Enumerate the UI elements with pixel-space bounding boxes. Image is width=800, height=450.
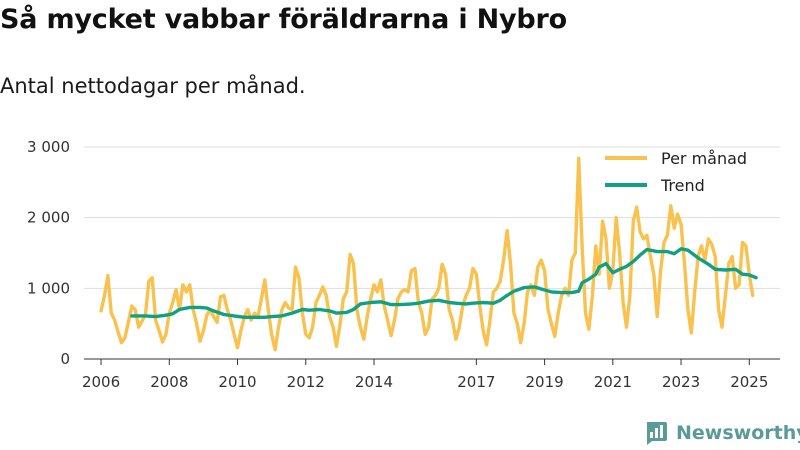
series-lines [99,156,758,352]
legend: Per månad Trend [605,149,747,195]
x-tick-label: 2021 [594,373,632,391]
chart-subtitle: Antal nettodagar per månad. [0,74,306,98]
x-tick-label: 2010 [218,373,256,391]
y-tick-label: 2 000 [27,209,70,227]
grid-lines [84,146,780,360]
x-axis: 2006 2008 2010 2012 2014 2017 2019 2021 2023 2025 [82,359,768,391]
newsworthy-logo: Newsworthy [644,420,800,446]
y-tick-label: 3 000 [27,138,70,156]
y-tick-label: 1 000 [27,279,70,297]
chart-title: Så mycket vabbar föräldrarna i Nybro [0,4,568,35]
y-tick-label: 0 [60,350,70,368]
legend-label: Per månad [661,149,747,168]
x-tick-label: 2008 [150,373,188,391]
x-tick-label: 2012 [287,373,325,391]
brand-name: Newsworthy [676,422,800,444]
y-axis-ticks: 0 1 000 2 000 3 000 [27,138,70,368]
x-tick-label: 2014 [355,373,393,391]
newsworthy-logo-icon [647,422,667,445]
x-tick-label: 2006 [82,373,120,391]
series-line-trend [130,247,758,319]
x-tick-label: 2023 [662,373,700,391]
x-tick-label: 2019 [525,373,563,391]
legend-label: Trend [660,176,705,195]
x-tick-label: 2025 [730,373,768,391]
x-tick-label: 2017 [457,373,495,391]
series-line-per-manad [99,156,755,352]
